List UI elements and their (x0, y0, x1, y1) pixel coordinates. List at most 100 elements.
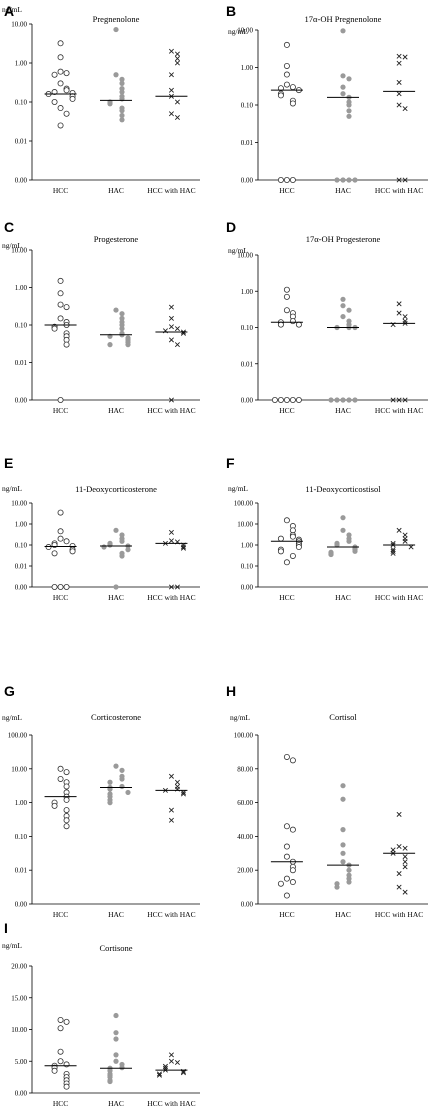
data-point-open-circle (57, 396, 64, 403)
data-point-gray-dot (346, 108, 352, 114)
data-point-cross (402, 864, 408, 870)
category-label: HCC (53, 910, 68, 919)
data-point-cross (396, 310, 402, 316)
data-point-gray-dot (107, 101, 113, 107)
data-point-cross (396, 91, 402, 97)
unit-label: ng/mL (2, 241, 22, 250)
data-point-open-circle (277, 321, 284, 328)
data-point-cross (396, 177, 402, 183)
data-point-cross (402, 538, 408, 544)
data-point-open-circle (51, 89, 58, 96)
data-point-cross (180, 789, 186, 795)
data-point-cross (168, 807, 174, 813)
data-point-open-circle (283, 293, 290, 300)
data-point-gray-dot (119, 783, 125, 790)
data-point-open-circle (57, 315, 64, 322)
data-point-open-circle (283, 875, 290, 882)
data-point-cross (174, 99, 180, 105)
y-tick-label: 0.10 (241, 102, 254, 110)
data-point-gray-dot (352, 177, 358, 183)
data-point-cross (174, 115, 180, 121)
category-label: HCC (279, 406, 294, 415)
data-point-gray-dot (346, 397, 352, 403)
data-point-open-circle (277, 396, 284, 403)
y-tick-label: 15.00 (11, 994, 27, 1002)
data-point-gray-dot (125, 789, 131, 796)
chart-title: 11-Deoxycorticostisol (305, 484, 381, 494)
category-label: HCC with HAC (147, 910, 195, 919)
data-point-gray-dot (113, 584, 119, 590)
data-point-open-circle (289, 100, 296, 107)
data-point-gray-dot (340, 796, 346, 802)
panel-f: Fng/mL 11-Deoxycorticostisol 0.00 0.10 1.00 1… (226, 455, 428, 602)
data-point-open-circle (63, 87, 70, 94)
data-point-open-circle (289, 176, 296, 183)
y-tick-label: 1.00 (15, 799, 28, 807)
data-point-open-circle (277, 548, 284, 555)
data-point-cross (174, 1060, 180, 1066)
y-tick-label: 0.10 (15, 322, 28, 330)
data-point-gray-dot (340, 73, 346, 79)
category-label: HAC (335, 186, 351, 195)
y-tick-label: 10.00 (237, 252, 253, 260)
chart-title: Pregnenolone (93, 14, 140, 24)
data-point-open-circle (63, 796, 70, 803)
data-point-cross (156, 1072, 162, 1078)
y-tick-label: 1.00 (241, 542, 254, 550)
data-point-open-circle (277, 535, 284, 542)
data-point-open-circle (295, 321, 302, 328)
category-label: HAC (335, 406, 351, 415)
data-point-gray-dot (352, 548, 358, 554)
y-tick-label: 0.00 (15, 1090, 28, 1098)
data-point-cross (408, 544, 414, 550)
data-point-gray-dot (346, 177, 352, 183)
category-label: HCC with HAC (375, 406, 423, 415)
data-point-cross (396, 871, 402, 877)
data-point-gray-dot (340, 28, 346, 34)
unit-label: ng/mL (2, 484, 22, 493)
y-tick-label: 0.10 (15, 833, 28, 841)
data-point-open-circle (283, 823, 290, 830)
data-point-gray-dot (340, 515, 346, 521)
data-point-open-circle (51, 325, 58, 332)
data-point-gray-dot (346, 307, 352, 313)
category-label: HAC (108, 186, 124, 195)
data-point-open-circle (283, 892, 290, 899)
y-tick-label: 10.00 (11, 765, 27, 773)
panel-letter: C (4, 219, 14, 235)
data-point-gray-dot (346, 538, 352, 544)
y-tick-label: 0.01 (15, 563, 28, 571)
category-label: HCC (53, 593, 68, 602)
category-label: HAC (335, 593, 351, 602)
data-point-open-circle (57, 290, 64, 297)
data-point-gray-dot (119, 322, 125, 328)
data-point-gray-dot (340, 296, 346, 302)
data-point-open-circle (277, 92, 284, 99)
y-tick-label: 1.00 (241, 288, 254, 296)
unit-label: ng/mL (2, 713, 22, 722)
y-tick-label: 0.00 (241, 397, 254, 405)
data-point-gray-dot (340, 177, 346, 183)
data-point-open-circle (289, 879, 296, 886)
data-point-cross (168, 773, 174, 779)
data-point-gray-dot (113, 527, 119, 533)
chart-title: 17α-OH Progesterone (306, 234, 381, 244)
y-tick-label: 0.00 (241, 901, 254, 909)
y-tick-label: 40.00 (237, 833, 253, 841)
data-point-open-circle (63, 823, 70, 830)
data-point-open-circle (51, 584, 58, 591)
data-point-gray-dot (113, 1030, 119, 1036)
category-label: HCC with HAC (375, 186, 423, 195)
data-point-cross (396, 102, 402, 108)
chart-title: 17α-OH Pregnenolone (305, 14, 382, 24)
y-tick-label: 0.10 (15, 542, 28, 550)
chart-title: 11-Deoxycorticosterone (75, 484, 157, 494)
chart-title: Cortisol (329, 712, 357, 722)
data-point-cross (402, 177, 408, 183)
data-point-gray-dot (340, 850, 346, 856)
y-tick-label: 100.00 (234, 500, 254, 508)
category-label: HAC (108, 593, 124, 602)
data-point-open-circle (51, 550, 58, 557)
data-point-gray-dot (340, 397, 346, 403)
category-label: HCC (53, 406, 68, 415)
